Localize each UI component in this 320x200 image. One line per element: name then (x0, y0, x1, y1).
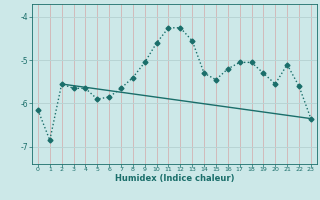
X-axis label: Humidex (Indice chaleur): Humidex (Indice chaleur) (115, 174, 234, 183)
